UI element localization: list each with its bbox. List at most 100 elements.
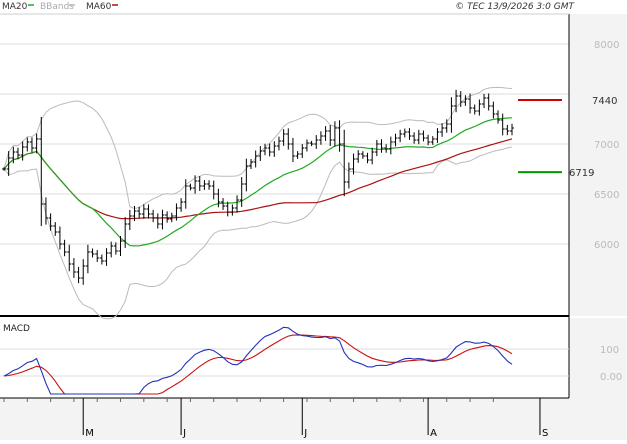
price-bar	[230, 204, 235, 216]
price-bar	[430, 136, 435, 145]
price-bar	[221, 198, 226, 210]
price-bar	[188, 183, 193, 191]
price-bar	[62, 239, 67, 257]
copyright-text: © TEC 13/9/2026 3:0 GMT	[455, 2, 575, 12]
price-bar	[440, 123, 445, 137]
price-bar	[486, 93, 491, 111]
price-bar	[67, 244, 72, 272]
price-bar	[244, 158, 249, 192]
macd-y-axis-panel	[569, 318, 627, 398]
price-bar	[193, 175, 198, 194]
price-bar	[360, 151, 365, 159]
price-bar	[351, 153, 356, 175]
price-bar	[412, 132, 417, 144]
price-bar	[416, 129, 421, 145]
price-bar	[342, 129, 347, 197]
price-bar	[374, 139, 379, 157]
price-bar	[393, 133, 398, 147]
price-bar	[39, 116, 44, 227]
price-bar	[435, 128, 440, 143]
price-bar	[370, 147, 375, 165]
price-bar	[253, 150, 258, 168]
price-bar	[160, 209, 165, 230]
price-bar	[48, 213, 53, 231]
price-bar	[202, 180, 207, 190]
y-tick-label: 6000	[594, 240, 619, 251]
price-bar	[43, 197, 48, 225]
price-bar	[472, 104, 477, 115]
macd-tick-label: 100	[600, 345, 619, 356]
price-bar	[309, 140, 314, 147]
price-bar	[141, 204, 146, 219]
price-bar	[384, 144, 389, 153]
price-bar	[444, 119, 449, 133]
price-bar	[346, 162, 351, 189]
price-bar	[314, 135, 319, 149]
price-bar	[449, 97, 454, 133]
price-bar	[500, 113, 505, 136]
price-bar	[239, 177, 244, 207]
price-bar	[71, 258, 76, 278]
price-bar	[81, 259, 86, 285]
price-bar	[262, 143, 267, 156]
price-bar	[281, 129, 286, 146]
price-bar	[337, 120, 342, 152]
price-bar	[90, 248, 95, 258]
price-bar	[496, 110, 501, 124]
x-tick-label: J	[303, 428, 307, 439]
y-tick-label: 7000	[594, 140, 619, 151]
price-bar	[407, 128, 412, 140]
price-bar	[104, 248, 109, 266]
legend-label: MA60	[86, 2, 112, 12]
price-bar	[276, 136, 281, 151]
macd-title: MACD	[3, 324, 30, 334]
y-axis-panel	[569, 14, 627, 316]
price-bar	[25, 137, 30, 152]
price-bar	[179, 198, 184, 212]
x-axis-panel	[0, 398, 627, 440]
price-bar	[197, 176, 202, 191]
price-bar	[11, 146, 16, 164]
price-bar	[300, 144, 305, 158]
price-bar	[482, 93, 487, 109]
price-bar	[118, 236, 123, 256]
price-bar	[426, 134, 431, 146]
price-bar	[477, 99, 482, 116]
price-bar	[137, 206, 142, 219]
macd-line	[3, 326, 513, 395]
y-tick-label: 6500	[594, 190, 619, 201]
x-tick-label: A	[430, 428, 437, 439]
price-bar	[463, 95, 468, 106]
price-bar	[6, 151, 11, 176]
price-bar	[379, 139, 384, 153]
price-bar	[356, 150, 361, 163]
price-bar	[53, 222, 58, 236]
price-bar	[402, 128, 407, 138]
price-bar	[510, 123, 514, 136]
bband-lower-line	[3, 146, 513, 320]
price-bar	[365, 152, 370, 164]
price-bar	[258, 146, 263, 161]
price-bar	[211, 180, 216, 200]
price-bar	[216, 188, 221, 208]
price-bar	[398, 129, 403, 143]
price-bar	[85, 244, 90, 274]
price-bar	[318, 131, 323, 145]
price-bar	[95, 250, 100, 262]
price-bar	[421, 130, 426, 142]
price-bar	[99, 254, 104, 265]
price-bar	[132, 205, 137, 222]
ma20-line	[3, 117, 513, 247]
price-bar	[20, 141, 25, 161]
price-bar	[113, 242, 118, 255]
price-bar	[249, 159, 254, 169]
price-bar	[491, 101, 496, 119]
price-bar	[225, 201, 230, 217]
price-bar	[169, 212, 174, 223]
price-bar	[458, 91, 463, 107]
price-bar	[207, 180, 212, 190]
x-tick-label: J	[182, 428, 186, 439]
price-bar	[34, 133, 39, 154]
